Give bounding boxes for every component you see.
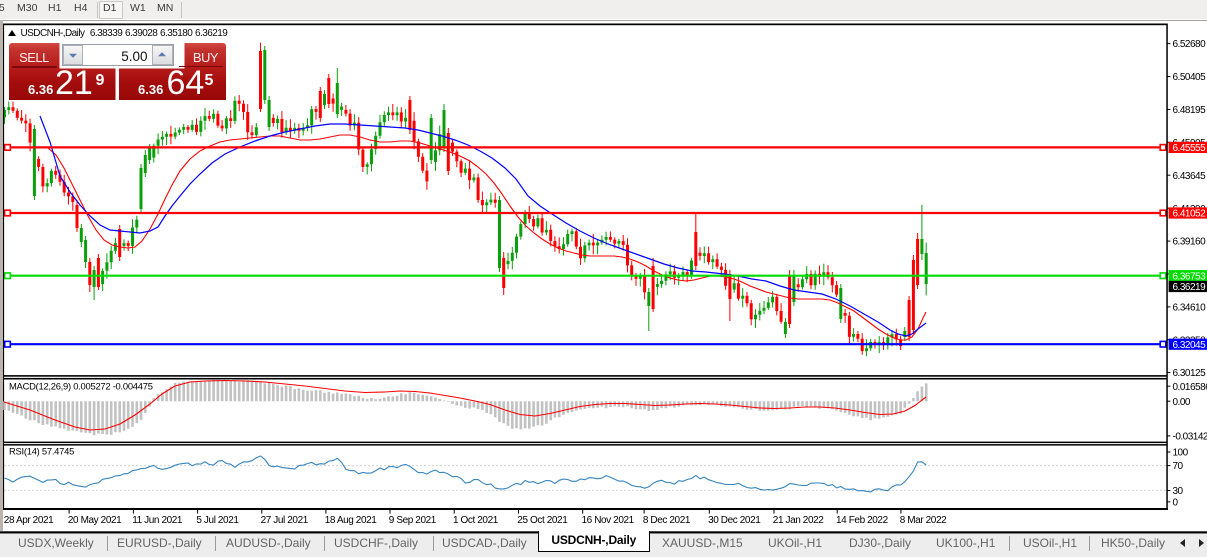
svg-text:5 Jul 2021: 5 Jul 2021 bbox=[196, 515, 239, 526]
svg-text:6.52680: 6.52680 bbox=[1173, 39, 1207, 50]
svg-text:6.43645: 6.43645 bbox=[1173, 171, 1207, 182]
svg-text:0: 0 bbox=[1173, 498, 1179, 509]
svg-text:9 Sep 2021: 9 Sep 2021 bbox=[389, 515, 437, 526]
svg-text:25 Oct 2021: 25 Oct 2021 bbox=[517, 515, 568, 526]
svg-text:30 Dec 2021: 30 Dec 2021 bbox=[708, 515, 761, 526]
svg-text:28 Apr 2021: 28 Apr 2021 bbox=[4, 515, 54, 526]
svg-text:14 Feb 2022: 14 Feb 2022 bbox=[836, 515, 889, 526]
svg-text:20 May 2021: 20 May 2021 bbox=[68, 515, 122, 526]
svg-text:-0.03142: -0.03142 bbox=[1173, 432, 1207, 443]
svg-text:1 Oct 2021: 1 Oct 2021 bbox=[453, 515, 499, 526]
svg-text:30: 30 bbox=[1173, 486, 1184, 497]
svg-text:6.36753: 6.36753 bbox=[1173, 271, 1207, 282]
svg-text:0.016586: 0.016586 bbox=[1173, 382, 1207, 393]
svg-text:RSI(14) 57.4745: RSI(14) 57.4745 bbox=[9, 446, 74, 457]
svg-text:27 Jul 2021: 27 Jul 2021 bbox=[261, 515, 309, 526]
svg-text:6.50405: 6.50405 bbox=[1173, 72, 1207, 83]
svg-text:8 Mar 2022: 8 Mar 2022 bbox=[900, 515, 947, 526]
svg-text:6.48195: 6.48195 bbox=[1173, 105, 1207, 116]
svg-text:6.45555: 6.45555 bbox=[1173, 143, 1207, 154]
svg-text:MACD(12,26,9) 0.005272 -0.0044: MACD(12,26,9) 0.005272 -0.004475 bbox=[9, 381, 153, 392]
svg-text:6.32045: 6.32045 bbox=[1173, 340, 1207, 351]
svg-text:6.41052: 6.41052 bbox=[1173, 209, 1207, 220]
svg-text:100: 100 bbox=[1173, 448, 1189, 459]
svg-text:8 Dec 2021: 8 Dec 2021 bbox=[643, 515, 691, 526]
svg-text:18 Aug 2021: 18 Aug 2021 bbox=[325, 515, 378, 526]
svg-text:21 Jan 2022: 21 Jan 2022 bbox=[773, 515, 824, 526]
svg-text:11 Jun 2021: 11 Jun 2021 bbox=[132, 515, 183, 526]
svg-text:6.36219: 6.36219 bbox=[1173, 282, 1207, 293]
svg-text:16 Nov 2021: 16 Nov 2021 bbox=[582, 515, 635, 526]
svg-text:6.39160: 6.39160 bbox=[1173, 237, 1207, 248]
svg-text:6.34610: 6.34610 bbox=[1173, 303, 1207, 314]
svg-text:70: 70 bbox=[1173, 461, 1184, 472]
svg-text:6.30125: 6.30125 bbox=[1173, 368, 1207, 379]
svg-text:0.00: 0.00 bbox=[1173, 397, 1191, 408]
